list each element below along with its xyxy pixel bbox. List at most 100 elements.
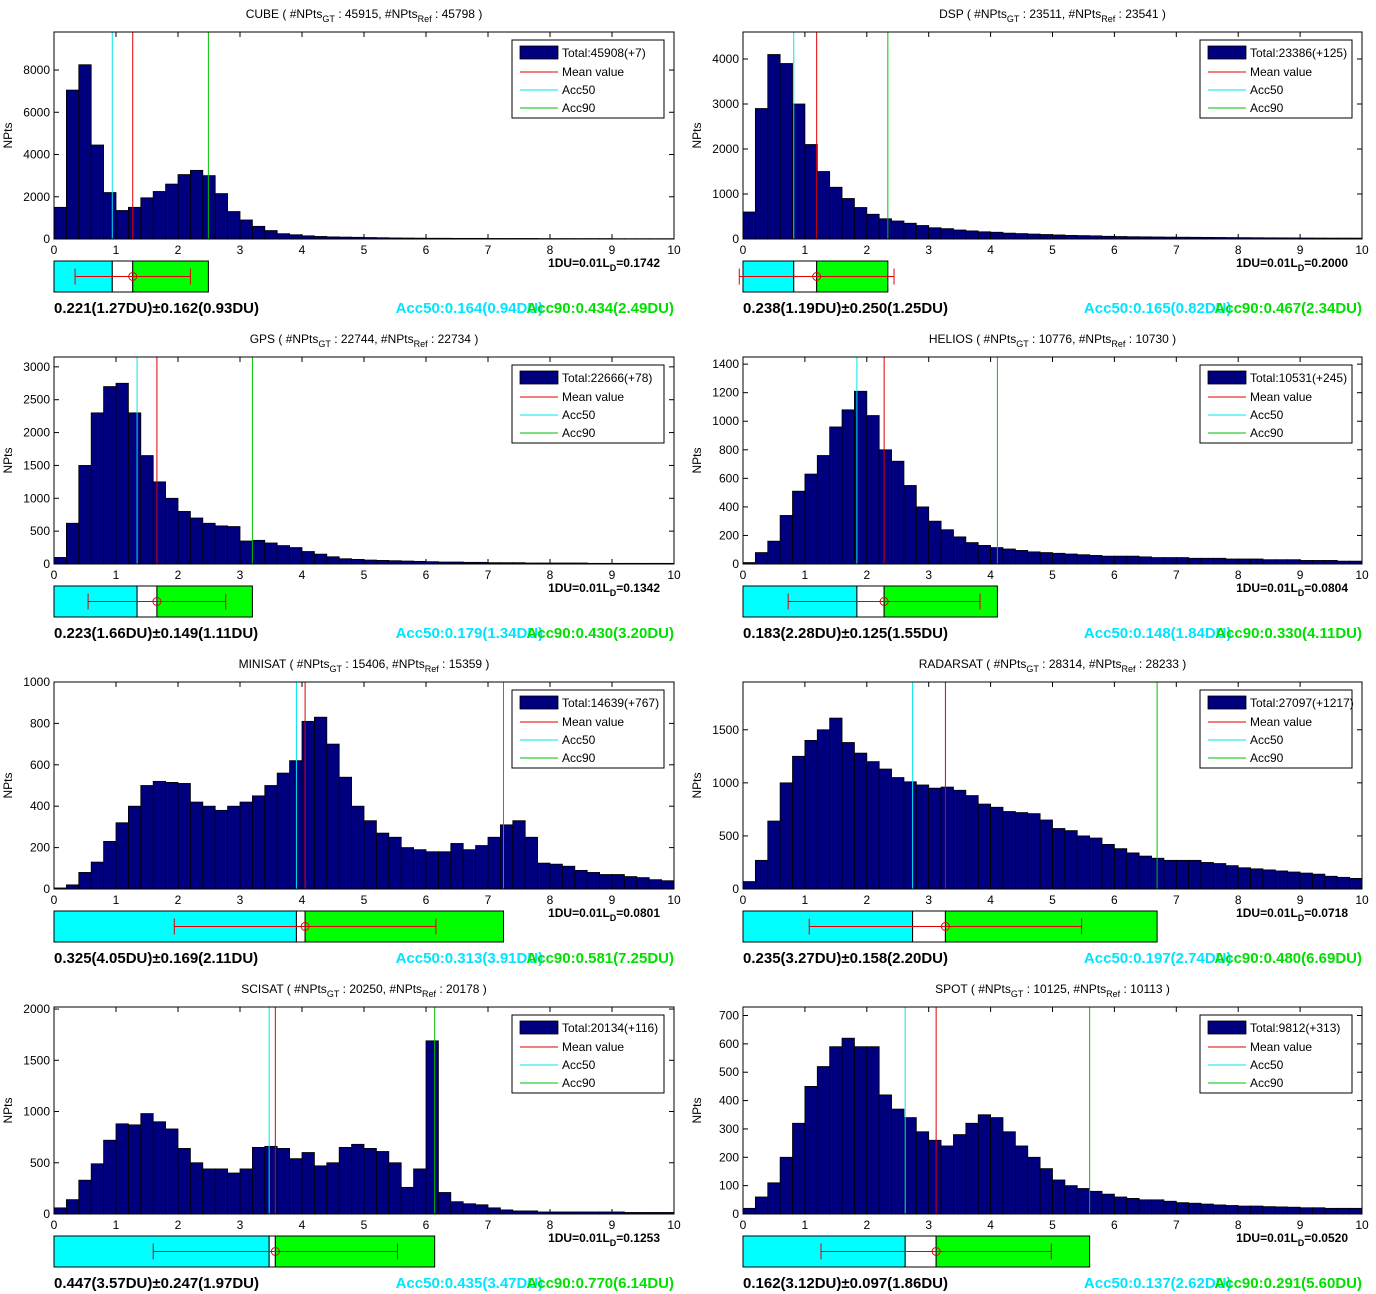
- legend-total: Total:23386(+125): [1250, 46, 1347, 60]
- y-tick-label: 700: [719, 1009, 739, 1023]
- x-tick-label: 9: [609, 568, 616, 582]
- histogram-bar: [854, 1046, 868, 1215]
- x-tick-label: 3: [925, 893, 932, 907]
- histogram-bar: [276, 1148, 291, 1215]
- histogram-bar: [326, 556, 340, 565]
- legend: Total:14639(+767) Mean value Acc50 Acc90: [511, 689, 665, 769]
- histogram-bar: [953, 789, 967, 890]
- legend: Total:9812(+313) Mean value Acc50 Acc90: [1199, 1014, 1353, 1094]
- stat-acc90: Acc90:0.434(2.49DU): [526, 300, 674, 317]
- stat-acc90: Acc90:0.480(6.69DU): [1214, 950, 1362, 967]
- x-tick-label: 6: [1111, 243, 1118, 257]
- y-tick-label: 1000: [712, 414, 739, 428]
- histogram-bar: [841, 742, 855, 890]
- histogram-bar: [866, 213, 880, 240]
- histogram-bar: [816, 171, 831, 240]
- x-tick-label: 0: [740, 1218, 747, 1232]
- histogram-bar: [829, 717, 843, 890]
- histogram-bar: [1349, 1207, 1363, 1215]
- histogram-bar: [214, 525, 228, 565]
- x-tick-label: 4: [987, 893, 994, 907]
- histogram-bar: [152, 780, 166, 890]
- stat-acc90: Acc90:0.330(4.11DU): [1215, 625, 1362, 642]
- x-tick-label: 1: [802, 893, 809, 907]
- histogram-bar: [1262, 1206, 1276, 1215]
- stat-mean: 0.162(3.12DU)±0.097(1.86DU): [743, 1275, 948, 1292]
- panel-spot: SPOT ( #NPtsGT : 10125, #NPtsRef : 10113…: [690, 982, 1369, 1292]
- histogram-bar: [1299, 872, 1313, 890]
- y-tick-label: 6000: [23, 105, 50, 119]
- histogram-bar: [562, 865, 576, 890]
- x-tick-label: 6: [423, 568, 430, 582]
- x-tick-label: 2: [863, 893, 870, 907]
- histogram-bar: [1064, 1185, 1078, 1215]
- stat-mean: 0.223(1.66DU)±0.149(1.11DU): [54, 625, 258, 642]
- histogram-bar: [152, 191, 166, 240]
- histogram-bar: [1126, 1198, 1140, 1215]
- stat-acc50: Acc50:0.179(1.34DU): [396, 625, 544, 642]
- histogram-bar: [854, 752, 868, 890]
- histogram-bar: [891, 777, 905, 890]
- x-tick-label: 4: [987, 243, 994, 257]
- legend-acc90: Acc90: [562, 426, 596, 440]
- histogram-bar: [754, 552, 769, 565]
- x-tick-label: 2: [863, 1218, 870, 1232]
- histogram-bar: [214, 809, 228, 890]
- histogram-bar: [903, 781, 917, 890]
- histogram-bar: [1237, 1205, 1251, 1215]
- y-axis-label: NPts: [690, 1097, 704, 1123]
- histogram-bar: [90, 861, 104, 890]
- y-tick-label: 400: [30, 799, 50, 813]
- legend-acc50: Acc50: [562, 733, 596, 747]
- y-tick-label: 500: [30, 1156, 50, 1170]
- histogram-bar: [140, 1113, 154, 1215]
- histogram-bar: [816, 1066, 831, 1215]
- histogram-bar: [400, 1186, 415, 1215]
- histogram-bar: [1126, 852, 1140, 890]
- legend-mean: Mean value: [1250, 65, 1312, 79]
- histogram-bar: [388, 1162, 402, 1215]
- legend-acc90: Acc90: [562, 1076, 596, 1090]
- histogram-bar: [1138, 1199, 1152, 1215]
- histogram-bar: [1064, 553, 1078, 565]
- histogram-bar: [1076, 554, 1091, 565]
- panel-radarsat: RADARSAT ( #NPtsGT : 28314, #NPtsRef : 2…: [690, 657, 1369, 967]
- histogram-bar: [990, 806, 1004, 890]
- histogram-bar: [779, 515, 793, 565]
- y-tick-label: 8000: [23, 63, 50, 77]
- histogram-bar: [53, 1207, 67, 1215]
- panel-gps: GPS ( #NPtsGT : 22744, #NPtsRef : 22734 …: [1, 332, 681, 642]
- chart-title: MINISAT ( #NPtsGT : 15406, #NPtsRef : 15…: [239, 657, 490, 674]
- x-tick-label: 9: [1297, 568, 1304, 582]
- histogram-bar: [878, 218, 892, 240]
- x-tick-label: 3: [237, 568, 244, 582]
- histogram-bar: [103, 1139, 117, 1215]
- y-tick-label: 800: [30, 716, 50, 730]
- histogram-bar: [264, 785, 278, 890]
- histogram-bar: [792, 1122, 806, 1215]
- x-tick-label: 1: [113, 568, 120, 582]
- histogram-bar: [965, 542, 979, 565]
- y-tick-label: 3000: [712, 97, 739, 111]
- histogram-bar: [767, 540, 781, 565]
- histogram-bar: [351, 559, 365, 565]
- y-tick-label: 1500: [23, 1053, 50, 1067]
- chart-title: SPOT ( #NPtsGT : 10125, #NPtsRef : 10113…: [935, 982, 1170, 999]
- x-tick-label: 8: [1235, 1218, 1242, 1232]
- histogram-bars: [53, 716, 675, 890]
- histogram-bar: [301, 1152, 315, 1215]
- histogram-bar: [276, 772, 291, 890]
- histogram-bar: [326, 1162, 340, 1215]
- histogram-bar: [140, 785, 154, 890]
- histogram-bar: [928, 1139, 942, 1215]
- x-tick-label: 4: [987, 568, 994, 582]
- histogram-bar: [363, 820, 377, 890]
- y-tick-label: 0: [732, 232, 739, 246]
- histogram-bar: [1014, 233, 1029, 240]
- y-tick-label: 4000: [712, 52, 739, 66]
- legend-total: Total:22666(+78): [562, 371, 652, 385]
- histogram-bar: [127, 206, 142, 240]
- histogram-bar: [90, 144, 104, 240]
- histogram-bar: [841, 198, 855, 240]
- x-tick-label: 8: [547, 568, 554, 582]
